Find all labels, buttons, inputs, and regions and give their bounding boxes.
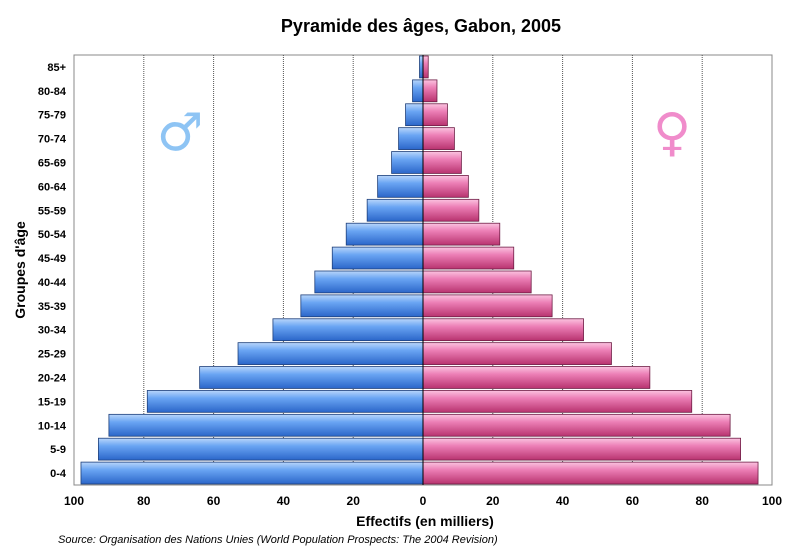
y-tick-label: 45-49 bbox=[38, 253, 66, 265]
x-tick-label: 0 bbox=[420, 494, 427, 508]
bar-female-60-64 bbox=[422, 175, 469, 198]
bar-male-0-4 bbox=[80, 461, 424, 485]
source-note: Source: Organisation des Nations Unies (… bbox=[58, 534, 498, 546]
y-tick-label: 70-74 bbox=[38, 134, 67, 146]
y-tick-label: 85+ bbox=[47, 62, 66, 74]
bar-female-80-84 bbox=[422, 79, 438, 103]
y-tick-label: 75-79 bbox=[38, 110, 66, 122]
x-tick-label: 60 bbox=[207, 494, 221, 508]
bar-male-5-9 bbox=[98, 437, 424, 461]
x-tick-labels: 100 80 60 40 20 0 20 40 60 80 100 bbox=[64, 494, 782, 508]
bar-female-30-34 bbox=[422, 318, 584, 342]
bar-female-10-14 bbox=[422, 413, 731, 437]
bar-female-5-9 bbox=[422, 437, 741, 461]
bar-male-20-24 bbox=[199, 366, 424, 389]
bar-female-85+ bbox=[422, 55, 429, 79]
bar-male-40-44 bbox=[314, 270, 424, 294]
y-tick-label: 65-69 bbox=[38, 158, 66, 170]
y-tick-label: 60-64 bbox=[38, 181, 67, 193]
male-symbol-icon: ♂ bbox=[157, 103, 204, 163]
y-tick-label: 30-34 bbox=[38, 325, 67, 337]
bar-female-70-74 bbox=[422, 127, 455, 150]
bar-male-75-79 bbox=[405, 103, 424, 127]
y-axis-label: Groupes d'âge bbox=[12, 221, 28, 319]
bar-female-55-59 bbox=[422, 198, 480, 222]
x-tick-label: 80 bbox=[137, 494, 151, 508]
bar-male-15-19 bbox=[146, 390, 424, 413]
y-tick-label: 55-59 bbox=[38, 205, 66, 217]
bar-female-0-4 bbox=[422, 461, 759, 485]
bar-female-15-19 bbox=[422, 390, 693, 413]
y-tick-label: 50-54 bbox=[38, 229, 67, 241]
x-tick-label: 20 bbox=[486, 494, 500, 508]
y-tick-label: 35-39 bbox=[38, 301, 66, 313]
bar-female-50-54 bbox=[422, 222, 501, 246]
bar-male-60-64 bbox=[377, 175, 424, 198]
bar-female-25-29 bbox=[422, 342, 612, 365]
bar-female-35-39 bbox=[422, 294, 553, 318]
bar-female-45-49 bbox=[422, 246, 515, 270]
bar-female-20-24 bbox=[422, 366, 651, 389]
bar-male-25-29 bbox=[237, 342, 424, 365]
x-tick-label: 20 bbox=[347, 494, 361, 508]
bar-female-65-69 bbox=[422, 151, 462, 174]
x-tick-label: 40 bbox=[556, 494, 570, 508]
y-tick-label: 10-14 bbox=[38, 420, 67, 432]
bar-male-55-59 bbox=[366, 198, 424, 222]
y-tick-label: 20-24 bbox=[38, 373, 67, 385]
x-tick-label: 40 bbox=[277, 494, 291, 508]
y-tick-label: 40-44 bbox=[38, 277, 67, 289]
bar-male-35-39 bbox=[300, 294, 424, 318]
y-tick-label: 15-19 bbox=[38, 396, 66, 408]
x-tick-label: 80 bbox=[696, 494, 710, 508]
bar-male-45-49 bbox=[331, 246, 424, 270]
x-tick-label: 100 bbox=[64, 494, 84, 508]
bars bbox=[80, 55, 759, 485]
y-tick-label: 5-9 bbox=[50, 444, 66, 456]
chart-title: Pyramide des âges, Gabon, 2005 bbox=[280, 16, 562, 36]
female-symbol-icon: ♀ bbox=[653, 103, 691, 163]
bar-male-65-69 bbox=[391, 151, 424, 174]
gridlines bbox=[143, 55, 703, 485]
bar-male-10-14 bbox=[108, 413, 424, 437]
y-tick-labels: 0-4 5-9 10-14 15-19 20-24 25-29 30-34 35-39 40-4… bbox=[38, 62, 67, 480]
bar-male-50-54 bbox=[345, 222, 424, 246]
bar-male-70-74 bbox=[398, 127, 424, 150]
bar-male-30-34 bbox=[272, 318, 424, 342]
y-tick-label: 80-84 bbox=[38, 86, 67, 98]
bar-female-75-79 bbox=[422, 103, 448, 127]
x-tick-label: 100 bbox=[762, 494, 782, 508]
y-tick-label: 25-29 bbox=[38, 349, 66, 361]
bar-female-40-44 bbox=[422, 270, 532, 294]
bar-male-85+ bbox=[419, 55, 424, 79]
x-axis-label: Effectifs (en milliers) bbox=[356, 513, 494, 529]
y-tick-label: 0-4 bbox=[50, 468, 67, 480]
x-tick-label: 60 bbox=[626, 494, 640, 508]
bar-male-80-84 bbox=[412, 79, 424, 103]
